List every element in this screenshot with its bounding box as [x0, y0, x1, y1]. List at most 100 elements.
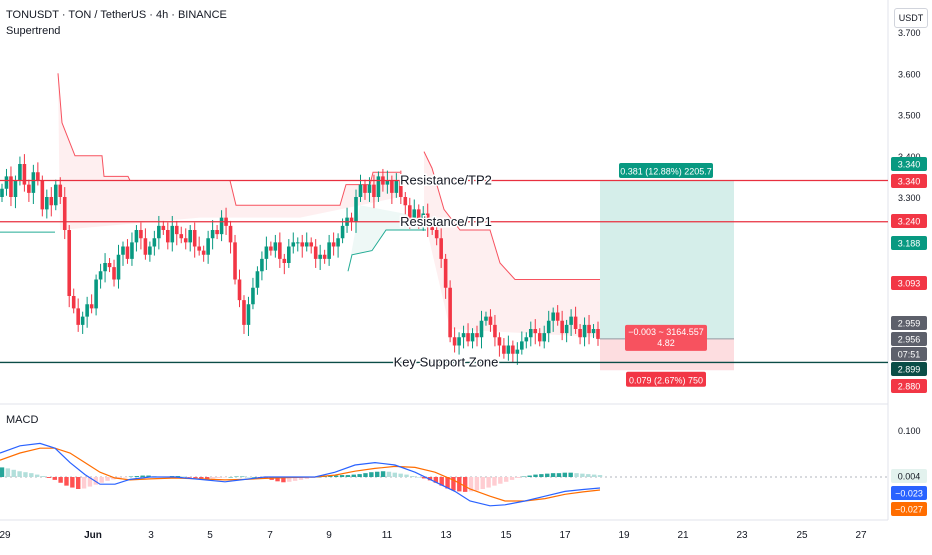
- price-badge[interactable]: [891, 276, 927, 290]
- candle-body[interactable]: [390, 180, 394, 193]
- candle-body[interactable]: [466, 333, 470, 342]
- candle-body[interactable]: [264, 246, 269, 259]
- candle-body[interactable]: [479, 320, 484, 338]
- candle-body[interactable]: [555, 312, 560, 321]
- candle-body[interactable]: [53, 184, 58, 206]
- candle-body[interactable]: [215, 230, 219, 235]
- candle-body[interactable]: [372, 184, 376, 197]
- candle-body[interactable]: [295, 242, 300, 244]
- price-badge[interactable]: [891, 347, 927, 361]
- candle-body[interactable]: [542, 333, 547, 342]
- candle-body[interactable]: [80, 316, 85, 325]
- candle-body[interactable]: [201, 250, 206, 255]
- candle-body[interactable]: [166, 230, 170, 243]
- macd-value-badge[interactable]: [891, 486, 927, 500]
- candle-body[interactable]: [228, 225, 233, 243]
- candle-body[interactable]: [515, 349, 520, 354]
- candle-body[interactable]: [107, 263, 112, 268]
- resistance-tp2-label[interactable]: Resistance/TP2: [399, 171, 494, 189]
- candle-body[interactable]: [520, 341, 524, 350]
- candle-body[interactable]: [497, 337, 502, 346]
- candle-body[interactable]: [430, 225, 434, 230]
- candle-body[interactable]: [434, 230, 439, 239]
- candle-body[interactable]: [537, 333, 542, 342]
- candle-body[interactable]: [112, 267, 116, 280]
- candle-body[interactable]: [206, 238, 210, 255]
- price-badge[interactable]: [891, 332, 927, 346]
- candle-body[interactable]: [45, 197, 49, 210]
- candle-body[interactable]: [219, 217, 224, 235]
- candle-body[interactable]: [596, 329, 600, 339]
- candle-body[interactable]: [502, 345, 506, 354]
- candle-body[interactable]: [40, 180, 45, 210]
- candle-body[interactable]: [439, 238, 443, 259]
- candle-body[interactable]: [564, 324, 569, 334]
- candle-body[interactable]: [376, 176, 381, 197]
- candle-body[interactable]: [358, 184, 363, 197]
- candle-body[interactable]: [233, 242, 237, 280]
- candle-body[interactable]: [470, 333, 475, 342]
- candle-body[interactable]: [524, 337, 529, 342]
- candle-body[interactable]: [49, 197, 54, 206]
- candle-body[interactable]: [551, 312, 555, 321]
- candle-body[interactable]: [443, 258, 448, 288]
- candle-body[interactable]: [416, 209, 421, 222]
- resistance-tp1-label[interactable]: Resistance/TP1: [399, 212, 494, 230]
- candle-body[interactable]: [58, 184, 63, 197]
- candle-body[interactable]: [322, 254, 327, 259]
- candle-body[interactable]: [134, 230, 139, 243]
- candle-body[interactable]: [67, 230, 72, 296]
- candle-body[interactable]: [309, 242, 314, 247]
- support-label[interactable]: Key Support Zone: [392, 353, 500, 371]
- price-badge[interactable]: [891, 174, 927, 188]
- candle-body[interactable]: [22, 164, 27, 185]
- candle-body[interactable]: [269, 246, 273, 251]
- candle-body[interactable]: [273, 242, 278, 251]
- candle-body[interactable]: [125, 246, 130, 259]
- candle-body[interactable]: [533, 329, 538, 334]
- macd-value-badge[interactable]: [891, 469, 927, 483]
- macd-value-badge[interactable]: [891, 502, 927, 516]
- candle-body[interactable]: [363, 184, 367, 193]
- candle-body[interactable]: [246, 304, 251, 325]
- candle-body[interactable]: [237, 279, 242, 301]
- candle-body[interactable]: [412, 209, 417, 218]
- candle-body[interactable]: [94, 279, 98, 309]
- candle-body[interactable]: [291, 242, 296, 247]
- candle-body[interactable]: [121, 246, 125, 255]
- candle-body[interactable]: [282, 258, 287, 263]
- candle-body[interactable]: [452, 337, 457, 346]
- candle-body[interactable]: [98, 271, 103, 280]
- candle-body[interactable]: [71, 296, 76, 309]
- candle-body[interactable]: [89, 304, 94, 309]
- candle-body[interactable]: [300, 242, 305, 247]
- price-badge[interactable]: [891, 316, 927, 330]
- price-badge[interactable]: [891, 214, 927, 228]
- candle-body[interactable]: [475, 333, 479, 338]
- candle-body[interactable]: [286, 246, 291, 264]
- currency-button[interactable]: USDT: [894, 8, 928, 28]
- candle-body[interactable]: [457, 337, 461, 346]
- candle-body[interactable]: [354, 197, 358, 222]
- candle-body[interactable]: [421, 213, 426, 222]
- candle-body[interactable]: [197, 246, 201, 251]
- candle-body[interactable]: [484, 316, 488, 321]
- candle-body[interactable]: [304, 242, 309, 247]
- candle-body[interactable]: [506, 345, 511, 354]
- macd-title[interactable]: MACD: [6, 414, 39, 426]
- candle-body[interactable]: [251, 287, 255, 305]
- candle-body[interactable]: [385, 180, 390, 185]
- candle-body[interactable]: [331, 242, 336, 247]
- candle-body[interactable]: [18, 164, 22, 181]
- candle-body[interactable]: [367, 184, 372, 193]
- candle-body[interactable]: [9, 176, 13, 197]
- candle-body[interactable]: [31, 172, 36, 193]
- candle-body[interactable]: [183, 238, 188, 243]
- price-badge[interactable]: [891, 157, 927, 171]
- candle-body[interactable]: [407, 205, 412, 218]
- candle-body[interactable]: [493, 324, 497, 338]
- candle-body[interactable]: [336, 238, 340, 247]
- candle-body[interactable]: [179, 234, 184, 239]
- candle-body[interactable]: [130, 242, 134, 259]
